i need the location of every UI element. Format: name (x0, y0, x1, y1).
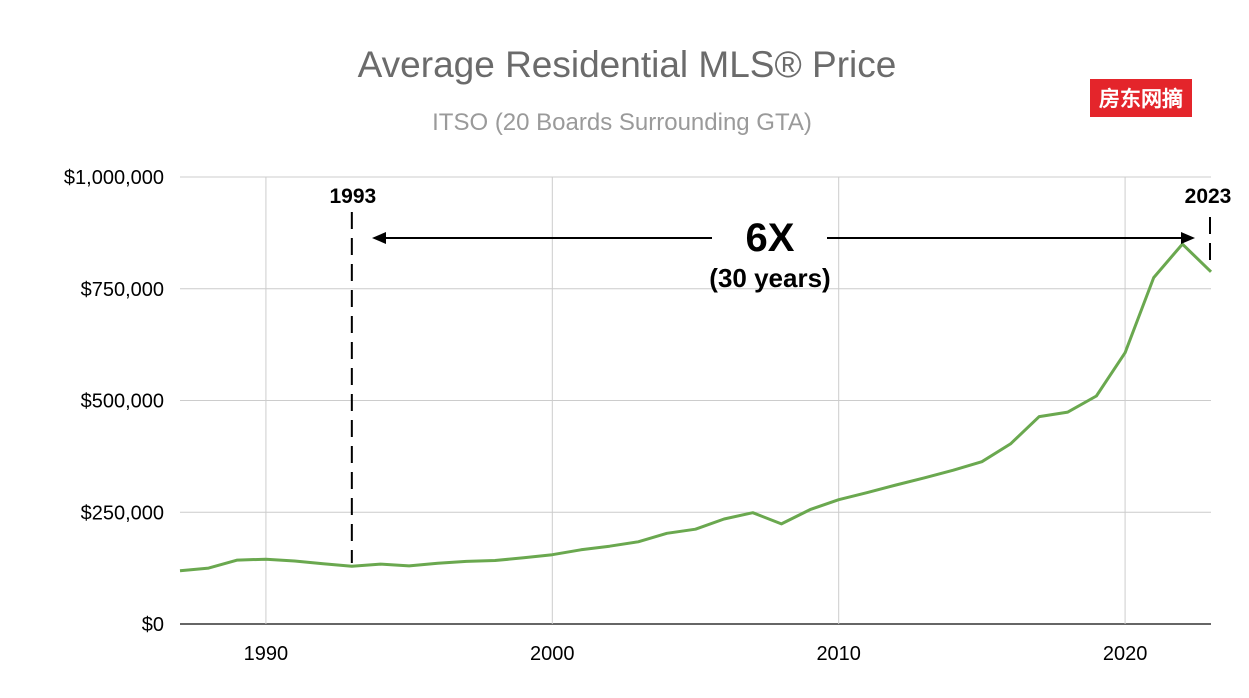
y-tick-label: $1,000,000 (64, 167, 164, 189)
span-label: (30 years) (709, 263, 830, 293)
watermark-badge (1090, 79, 1192, 117)
start-year-label: 1993 (329, 185, 376, 208)
watermark-text: 房东网摘 (1099, 87, 1183, 111)
annotation-layer: 1993 2023 6X (30 years) (329, 185, 1231, 563)
watermark-logo: 房东网摘 (1090, 79, 1192, 117)
series-line (179, 242, 1213, 573)
y-tick-label: $500,000 (81, 391, 164, 413)
end-year-label: 2023 (1185, 185, 1232, 208)
series-layer (179, 242, 1213, 573)
x-axis-ticks: 1990 2000 2010 2020 (244, 643, 1148, 665)
chart-title: Average Residential MLS® Price (358, 44, 897, 85)
arrow-left-head (372, 232, 386, 244)
arrow-right-head (1181, 232, 1195, 244)
y-axis-ticks: $0 $250,000 $500,000 $750,000 $1,000,000 (64, 167, 164, 636)
y-tick-label: $250,000 (81, 502, 164, 524)
chart-subtitle: ITSO (20 Boards Surrounding GTA) (432, 109, 812, 136)
y-tick-label: $750,000 (81, 279, 164, 301)
y-tick-label: $0 (142, 614, 164, 636)
x-tick-label: 2010 (816, 643, 861, 665)
multiple-label: 6X (746, 216, 795, 260)
grid (180, 176, 1211, 625)
x-tick-label: 2020 (1103, 643, 1148, 665)
x-tick-label: 2000 (530, 643, 575, 665)
x-tick-label: 1990 (244, 643, 289, 665)
